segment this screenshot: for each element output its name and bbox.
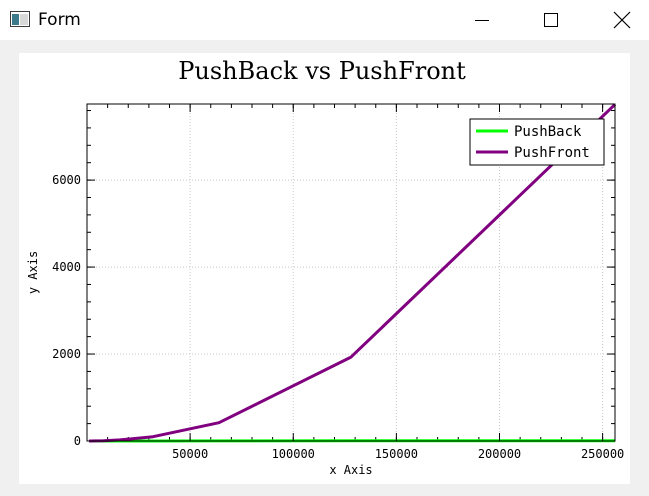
close-icon: [613, 11, 631, 29]
y-tick-label: 2000: [52, 347, 81, 361]
legend-label-pushfront: PushFront: [514, 145, 590, 161]
x-tick-label: 250000: [581, 447, 624, 461]
y-tick-label: 6000: [52, 173, 81, 187]
legend-box: [469, 118, 605, 166]
minimize-icon: [475, 20, 489, 21]
y-tick-label: 4000: [52, 260, 81, 274]
title-bar[interactable]: Form: [0, 0, 649, 40]
x-tick-label: 50000: [172, 447, 208, 461]
plot-panel: PushBack vs PushFront 50000 100000 150000 20…: [19, 53, 630, 484]
maximize-icon: [544, 13, 558, 27]
x-tick-label: 150000: [375, 447, 418, 461]
x-axis-label: x Axis: [329, 463, 372, 477]
form-window-icon: [10, 11, 30, 27]
plot-frame: [86, 103, 616, 442]
legend-label-pushback: PushBack: [514, 124, 582, 140]
x-tick-label: 100000: [272, 447, 315, 461]
maximize-button[interactable]: [528, 0, 574, 40]
y-tick-label: 0: [74, 434, 81, 448]
line-chart: PushBack vs PushFront 50000 100000 150000 20…: [26, 57, 624, 477]
x-tick-label: 200000: [478, 447, 521, 461]
minimize-button[interactable]: [459, 0, 505, 40]
close-button[interactable]: [599, 0, 645, 40]
y-axis-label: y Axis: [26, 251, 40, 294]
window-title: Form: [38, 10, 81, 30]
chart-title: PushBack vs PushFront: [178, 57, 466, 85]
